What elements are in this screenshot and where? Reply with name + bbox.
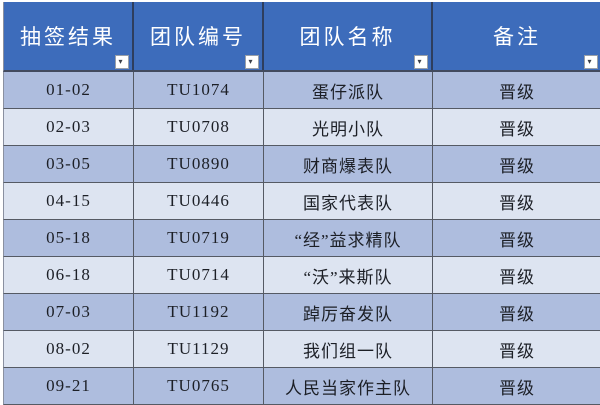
header-label-remark: 备注 <box>493 25 541 49</box>
table-row: 04-15 TU0446 国家代表队 晋级 <box>3 183 600 220</box>
cell-team-id[interactable]: TU0765 <box>134 368 264 404</box>
cell-team-id[interactable]: TU1129 <box>134 331 264 367</box>
header-label-draw-result: 抽签结果 <box>20 25 116 49</box>
header-label-team-name: 团队名称 <box>299 25 396 49</box>
table-row: 03-05 TU0890 财商爆表队 晋级 <box>3 146 600 183</box>
cell-draw-result[interactable]: 07-03 <box>4 294 134 330</box>
filter-dropdown-icon[interactable]: ▾ <box>414 55 428 69</box>
cell-draw-result[interactable]: 06-18 <box>4 257 134 293</box>
cell-team-name[interactable]: “经”益求精队 <box>264 220 433 256</box>
cell-team-name[interactable]: 光明小队 <box>264 109 433 145</box>
cell-team-id[interactable]: TU0708 <box>134 109 264 145</box>
cell-team-name[interactable]: “沃”来斯队 <box>264 257 433 293</box>
cell-remark[interactable]: 晋级 <box>499 193 535 213</box>
cell-team-name[interactable]: 国家代表队 <box>264 183 433 219</box>
cell-remark[interactable]: 晋级 <box>499 341 535 361</box>
cell-team-id[interactable]: TU0714 <box>134 257 264 293</box>
cell-remark[interactable]: 晋级 <box>499 304 535 324</box>
cell-draw-result[interactable]: 01-02 <box>4 72 134 108</box>
cell-team-id[interactable]: TU0446 <box>134 183 264 219</box>
cell-team-name[interactable]: 踔厉奋发队 <box>264 294 433 330</box>
cell-remark[interactable]: 晋级 <box>499 119 535 139</box>
cell-team-id[interactable]: TU0719 <box>134 220 264 256</box>
cell-draw-result[interactable]: 04-15 <box>4 183 134 219</box>
cell-team-name[interactable]: 蛋仔派队 <box>264 72 433 108</box>
cell-team-name[interactable]: 财商爆表队 <box>264 146 433 182</box>
cell-draw-result[interactable]: 03-05 <box>4 146 134 182</box>
table-row: 01-02 TU1074 蛋仔派队 晋级 <box>3 72 600 109</box>
filter-dropdown-icon[interactable]: ▾ <box>584 55 598 69</box>
cell-remark[interactable]: 晋级 <box>499 267 535 287</box>
cell-draw-result[interactable]: 05-18 <box>4 220 134 256</box>
cell-remark[interactable]: 晋级 <box>499 230 535 250</box>
cell-team-id[interactable]: TU1074 <box>134 72 264 108</box>
filter-dropdown-icon[interactable]: ▾ <box>115 55 129 69</box>
header-cell-team-id[interactable]: 团队编号 ▾ <box>134 2 264 70</box>
cell-team-name[interactable]: 人民当家作主队 <box>264 368 433 404</box>
filter-dropdown-icon[interactable]: ▾ <box>245 55 259 69</box>
cell-draw-result[interactable]: 08-02 <box>4 331 134 367</box>
cell-team-id[interactable]: TU0890 <box>134 146 264 182</box>
cell-remark[interactable]: 晋级 <box>499 156 535 176</box>
table-header-row: 抽签结果 ▾ 团队编号 ▾ 团队名称 ▾ 备注 ▾ <box>3 2 600 72</box>
table-row: 08-02 TU1129 我们组一队 晋级 <box>3 331 600 368</box>
header-cell-team-name[interactable]: 团队名称 ▾ <box>264 2 433 70</box>
results-table: 抽签结果 ▾ 团队编号 ▾ 团队名称 ▾ 备注 ▾ 01-02 TU1074 蛋… <box>3 2 600 405</box>
table-row: 06-18 TU0714 “沃”来斯队 晋级 <box>3 257 600 294</box>
cell-team-id[interactable]: TU1192 <box>134 294 264 330</box>
cell-draw-result[interactable]: 09-21 <box>4 368 134 404</box>
table-row: 09-21 TU0765 人民当家作主队 晋级 <box>3 368 600 405</box>
header-label-team-id: 团队编号 <box>150 25 246 49</box>
cell-remark[interactable]: 晋级 <box>499 378 535 398</box>
cell-team-name[interactable]: 我们组一队 <box>264 331 433 367</box>
table-row: 05-18 TU0719 “经”益求精队 晋级 <box>3 220 600 257</box>
header-cell-draw-result[interactable]: 抽签结果 ▾ <box>4 2 134 70</box>
table-row: 07-03 TU1192 踔厉奋发队 晋级 <box>3 294 600 331</box>
header-cell-remark[interactable]: 备注 ▾ <box>433 2 600 70</box>
cell-draw-result[interactable]: 02-03 <box>4 109 134 145</box>
table-row: 02-03 TU0708 光明小队 晋级 <box>3 109 600 146</box>
cell-remark[interactable]: 晋级 <box>499 82 535 102</box>
